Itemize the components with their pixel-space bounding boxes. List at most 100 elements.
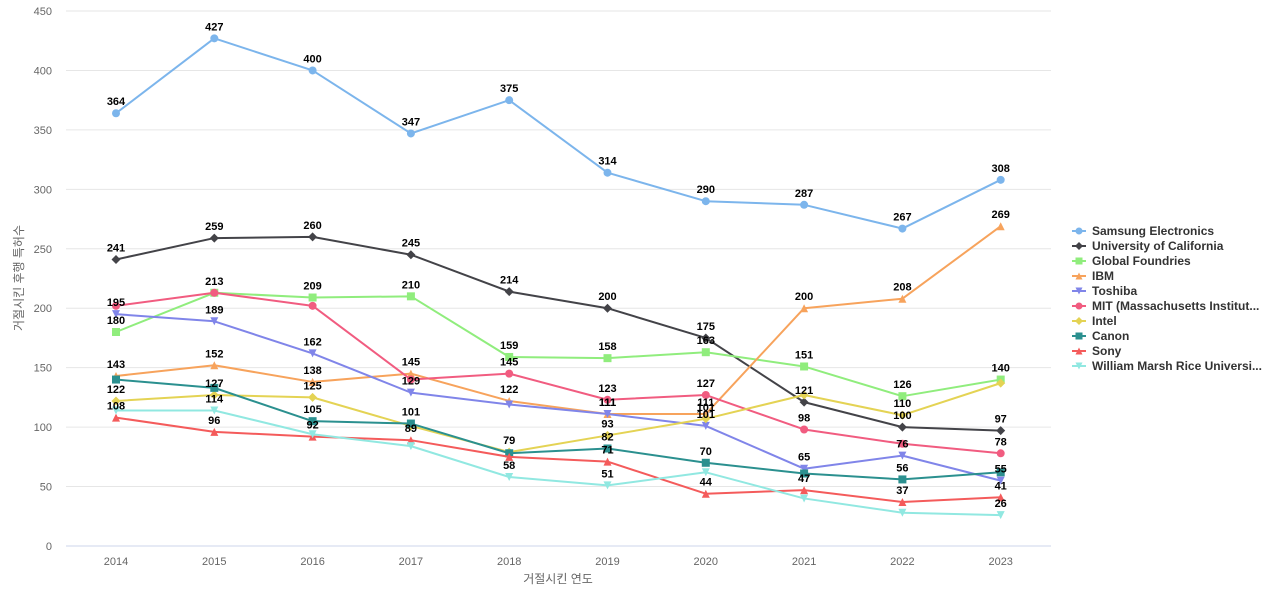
data-point[interactable] xyxy=(800,200,809,209)
legend-marker[interactable] xyxy=(1075,272,1083,280)
legend-item[interactable]: Samsung Electronics xyxy=(1072,224,1214,238)
legend-item[interactable]: MIT (Massachusetts Institut... xyxy=(1072,299,1259,313)
legend-item[interactable]: IBM xyxy=(1072,269,1114,283)
data-point[interactable] xyxy=(898,439,907,448)
legend-marker[interactable] xyxy=(1075,287,1083,295)
legend-item[interactable]: Canon xyxy=(1072,329,1129,343)
data-point[interactable] xyxy=(308,349,317,358)
legend-marker[interactable] xyxy=(1075,362,1083,370)
data-point[interactable] xyxy=(210,361,219,370)
data-point[interactable] xyxy=(406,442,415,451)
data-point[interactable] xyxy=(603,410,612,419)
data-point[interactable] xyxy=(406,129,415,138)
data-point[interactable] xyxy=(800,425,809,434)
data-point[interactable] xyxy=(209,390,219,400)
data-point[interactable] xyxy=(996,426,1006,436)
data-point[interactable] xyxy=(996,449,1005,458)
data-point[interactable] xyxy=(898,451,907,460)
data-point[interactable] xyxy=(897,410,907,420)
legend-marker[interactable] xyxy=(1075,302,1083,310)
data-point[interactable] xyxy=(112,109,120,118)
legend-item[interactable]: University of California xyxy=(1072,239,1224,253)
data-point[interactable] xyxy=(800,362,809,371)
data-point[interactable] xyxy=(898,475,907,484)
data-point[interactable] xyxy=(406,419,415,428)
data-point[interactable] xyxy=(112,406,120,415)
data-point[interactable] xyxy=(112,413,120,422)
data-point[interactable] xyxy=(800,469,809,478)
data-point[interactable] xyxy=(210,383,219,392)
data-point[interactable] xyxy=(210,406,219,415)
data-point[interactable] xyxy=(505,352,514,361)
legend-marker[interactable] xyxy=(1075,332,1083,340)
legend-item[interactable]: Intel xyxy=(1072,314,1117,328)
legend-item[interactable]: William Marsh Rice Universi... xyxy=(1072,359,1262,373)
data-point[interactable] xyxy=(505,400,514,409)
data-point[interactable] xyxy=(996,378,1006,388)
data-point[interactable] xyxy=(898,294,907,303)
data-point[interactable] xyxy=(209,233,219,243)
data-point[interactable] xyxy=(504,287,514,297)
data-point[interactable] xyxy=(996,493,1005,502)
data-point[interactable] xyxy=(406,250,416,260)
data-point[interactable] xyxy=(308,66,317,75)
legend-marker[interactable] xyxy=(1075,257,1083,265)
data-point[interactable] xyxy=(996,476,1005,485)
data-point[interactable] xyxy=(603,444,612,453)
data-point[interactable] xyxy=(996,511,1005,520)
data-point[interactable] xyxy=(308,417,317,426)
data-point[interactable] xyxy=(898,498,907,507)
data-point[interactable] xyxy=(603,354,612,363)
legend-item[interactable]: Sony xyxy=(1072,344,1122,358)
data-point[interactable] xyxy=(406,388,415,397)
data-point[interactable] xyxy=(505,452,514,461)
data-point[interactable] xyxy=(308,301,317,310)
data-point[interactable] xyxy=(603,168,612,177)
data-point[interactable] xyxy=(701,489,710,498)
data-point[interactable] xyxy=(800,464,809,473)
data-point[interactable] xyxy=(799,397,809,407)
data-point[interactable] xyxy=(996,175,1005,184)
data-point[interactable] xyxy=(210,288,219,297)
data-point[interactable] xyxy=(898,224,907,233)
data-point[interactable] xyxy=(701,458,710,467)
data-point[interactable] xyxy=(603,481,612,490)
data-point[interactable] xyxy=(701,348,710,357)
data-point[interactable] xyxy=(800,304,809,313)
data-point[interactable] xyxy=(701,391,710,400)
legend-marker[interactable] xyxy=(1075,317,1083,325)
data-point[interactable] xyxy=(897,422,907,432)
data-point[interactable] xyxy=(112,375,120,384)
data-point[interactable] xyxy=(603,303,612,313)
data-point[interactable] xyxy=(603,395,612,404)
data-point[interactable] xyxy=(701,333,711,343)
data-point[interactable] xyxy=(406,292,415,301)
data-point[interactable] xyxy=(308,232,318,242)
data-point[interactable] xyxy=(505,369,514,378)
data-point[interactable] xyxy=(603,430,612,440)
data-point[interactable] xyxy=(701,468,710,477)
legend-marker[interactable] xyxy=(1075,347,1083,355)
data-point[interactable] xyxy=(505,96,514,105)
data-point[interactable] xyxy=(210,317,219,326)
data-point[interactable] xyxy=(210,427,219,436)
data-point[interactable] xyxy=(406,369,415,378)
data-point[interactable] xyxy=(800,486,809,495)
data-point[interactable] xyxy=(112,328,120,336)
legend-item[interactable]: Global Foundries xyxy=(1072,254,1191,268)
legend-marker[interactable] xyxy=(1075,242,1083,250)
data-point[interactable] xyxy=(898,508,907,517)
data-point[interactable] xyxy=(112,310,120,319)
data-point[interactable] xyxy=(603,457,612,466)
data-point[interactable] xyxy=(111,396,121,406)
data-point[interactable] xyxy=(799,390,809,400)
data-point[interactable] xyxy=(898,392,907,401)
data-point[interactable] xyxy=(406,375,415,384)
data-point[interactable] xyxy=(505,473,514,482)
data-point[interactable] xyxy=(701,421,710,430)
legend-marker[interactable] xyxy=(1075,227,1083,235)
data-point[interactable] xyxy=(308,392,318,402)
data-point[interactable] xyxy=(701,197,710,206)
data-point[interactable] xyxy=(701,410,710,419)
data-point[interactable] xyxy=(308,430,317,439)
